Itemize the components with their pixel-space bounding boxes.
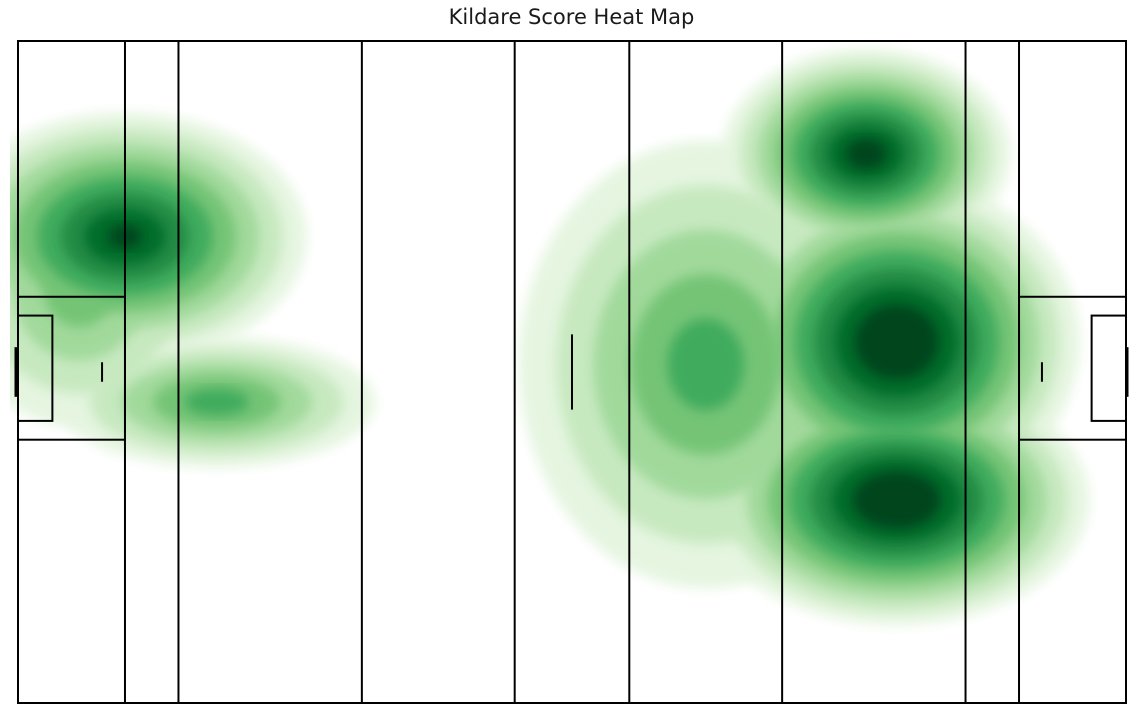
density-contour [667, 318, 744, 411]
density-contour [184, 388, 250, 416]
density-contour [854, 304, 939, 380]
small-rectangle-right [1090, 314, 1127, 422]
density-contour [852, 471, 941, 529]
small-rectangle-left [17, 314, 54, 422]
pitch-markings [14, 40, 1129, 704]
density-layer [10, 48, 1089, 625]
density-contour [845, 138, 887, 170]
chart-title: Kildare Score Heat Map [448, 5, 695, 29]
